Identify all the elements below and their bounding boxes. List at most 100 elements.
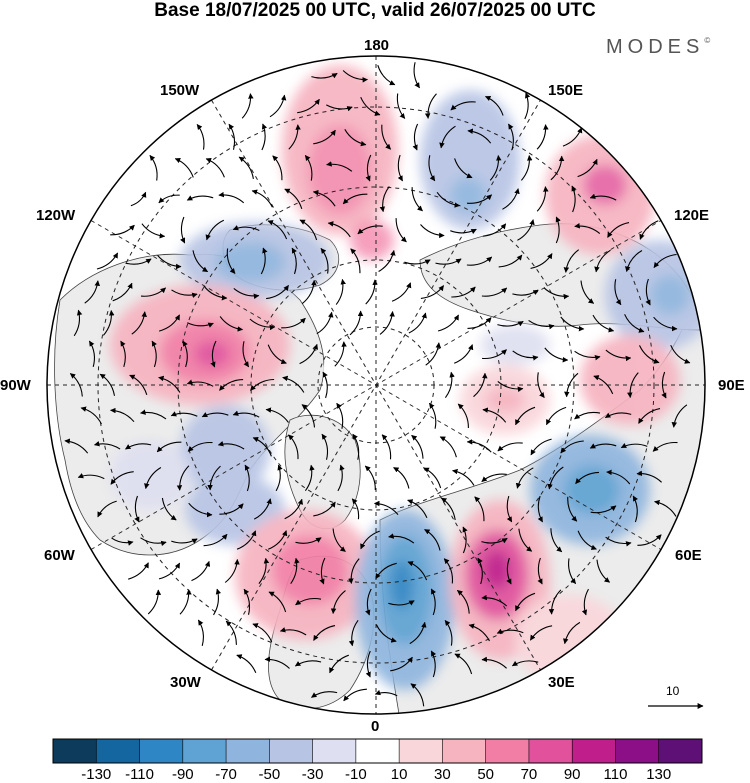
wind-arrow — [411, 187, 423, 212]
wind-arrow — [391, 282, 412, 302]
wind-arrow — [343, 688, 367, 702]
wind-arrow — [326, 161, 353, 172]
wind-arrow — [607, 222, 630, 238]
wind-arrow — [497, 380, 524, 392]
wind-arrow — [97, 500, 117, 518]
wind-arrow — [207, 465, 221, 491]
polar-region — [323, 313, 447, 437]
wind-arrow — [515, 406, 536, 426]
wind-arrow — [158, 194, 180, 204]
wind-arrow — [330, 590, 346, 614]
wind-arrow — [537, 495, 543, 523]
wind-arrow — [316, 311, 334, 335]
greenland-land — [284, 414, 361, 529]
wind-arrow — [466, 194, 493, 204]
wind-arrow — [267, 530, 288, 550]
wind-arrow — [313, 129, 336, 145]
colorbar-tick-label: 130 — [646, 766, 672, 783]
wind-arrow — [349, 310, 364, 336]
wind-arrow — [157, 255, 182, 270]
wind-arrow — [232, 410, 260, 418]
wind-arrow — [468, 623, 490, 642]
wind-vectors — [64, 62, 691, 707]
wind-arrow — [140, 287, 167, 297]
wind-arrow — [529, 625, 553, 641]
wind-arrow — [158, 314, 180, 332]
wind-arrow — [624, 314, 645, 333]
wind-arrow — [390, 656, 413, 672]
wind-arrow — [192, 250, 209, 273]
wind-arrow — [149, 154, 158, 181]
colorbar-tick-label: -90 — [171, 766, 194, 783]
wind-arrow — [267, 344, 287, 364]
wind-arrow — [528, 319, 555, 330]
wind-arrow — [436, 191, 461, 208]
wind-arrow — [186, 195, 214, 201]
colorbar-swatch — [269, 739, 314, 763]
wind-arrow — [187, 322, 214, 328]
wind-arrow — [140, 537, 167, 547]
wind-arrow — [481, 656, 507, 669]
wind-arrow — [219, 503, 244, 515]
wind-arrow — [563, 621, 581, 645]
wind-arrow — [653, 253, 677, 268]
wind-arrow — [632, 495, 638, 523]
wind-arrow — [334, 341, 347, 367]
wind-arrow — [377, 65, 396, 86]
anomaly-blob — [420, 90, 520, 230]
wind-arrow — [171, 538, 198, 544]
wind-arrow — [537, 372, 545, 399]
lon-label-90e: 90E — [718, 377, 745, 394]
wind-arrow — [614, 279, 622, 306]
lon-label-30w: 30W — [170, 674, 201, 691]
anomaly-blob — [450, 177, 486, 213]
wind-arrow — [511, 660, 539, 667]
wind-arrow — [69, 373, 83, 397]
wind-arrow — [409, 621, 427, 645]
wind-arrow — [313, 625, 336, 641]
wind-arrow — [321, 433, 329, 460]
wind-arrow — [430, 588, 437, 616]
modes-logo: MODES© — [606, 36, 711, 58]
wind-arrow — [295, 597, 322, 606]
wind-arrow — [497, 320, 524, 327]
wind-arrow — [241, 93, 254, 119]
wind-arrow — [512, 289, 539, 296]
wind-arrow — [180, 216, 186, 244]
wind-arrow — [264, 656, 290, 669]
wind-arrow — [589, 193, 617, 201]
wind-arrow — [311, 72, 338, 79]
wind-arrow — [515, 592, 536, 612]
wind-arrow — [295, 537, 322, 544]
wind-arrow — [515, 467, 534, 489]
colorbar-tick-label: 10 — [390, 766, 408, 783]
colorbar-swatch — [442, 739, 487, 763]
wind-arrow — [497, 442, 523, 452]
wind-arrow — [156, 441, 182, 453]
wind-arrow — [268, 591, 287, 613]
wind-arrow — [77, 473, 105, 480]
anomaly-blob — [564, 465, 620, 515]
wind-arrow — [481, 594, 508, 607]
wind-arrow — [412, 123, 419, 151]
wind-arrow — [151, 340, 157, 368]
wind-arrow — [440, 497, 456, 521]
wind-arrow — [125, 443, 152, 450]
anomaly-blob — [515, 595, 625, 685]
wind-arrow — [638, 408, 661, 424]
wind-arrow — [312, 189, 336, 207]
wind-arrow — [311, 691, 338, 698]
wind-arrow — [336, 402, 344, 429]
wind-arrow — [224, 558, 240, 583]
wind-arrow — [624, 250, 643, 273]
wind-arrow — [498, 254, 523, 268]
lon-label-30e: 30E — [548, 674, 575, 691]
wind-arrow — [661, 371, 667, 399]
wind-arrow — [351, 498, 360, 520]
wind-arrow — [342, 193, 368, 205]
wind-arrow — [179, 589, 192, 615]
wind-arrow — [482, 349, 507, 360]
colorbar-border — [52, 738, 703, 764]
lon-label-60e: 60E — [675, 547, 702, 564]
colorbar-tick-label: 110 — [603, 766, 628, 783]
